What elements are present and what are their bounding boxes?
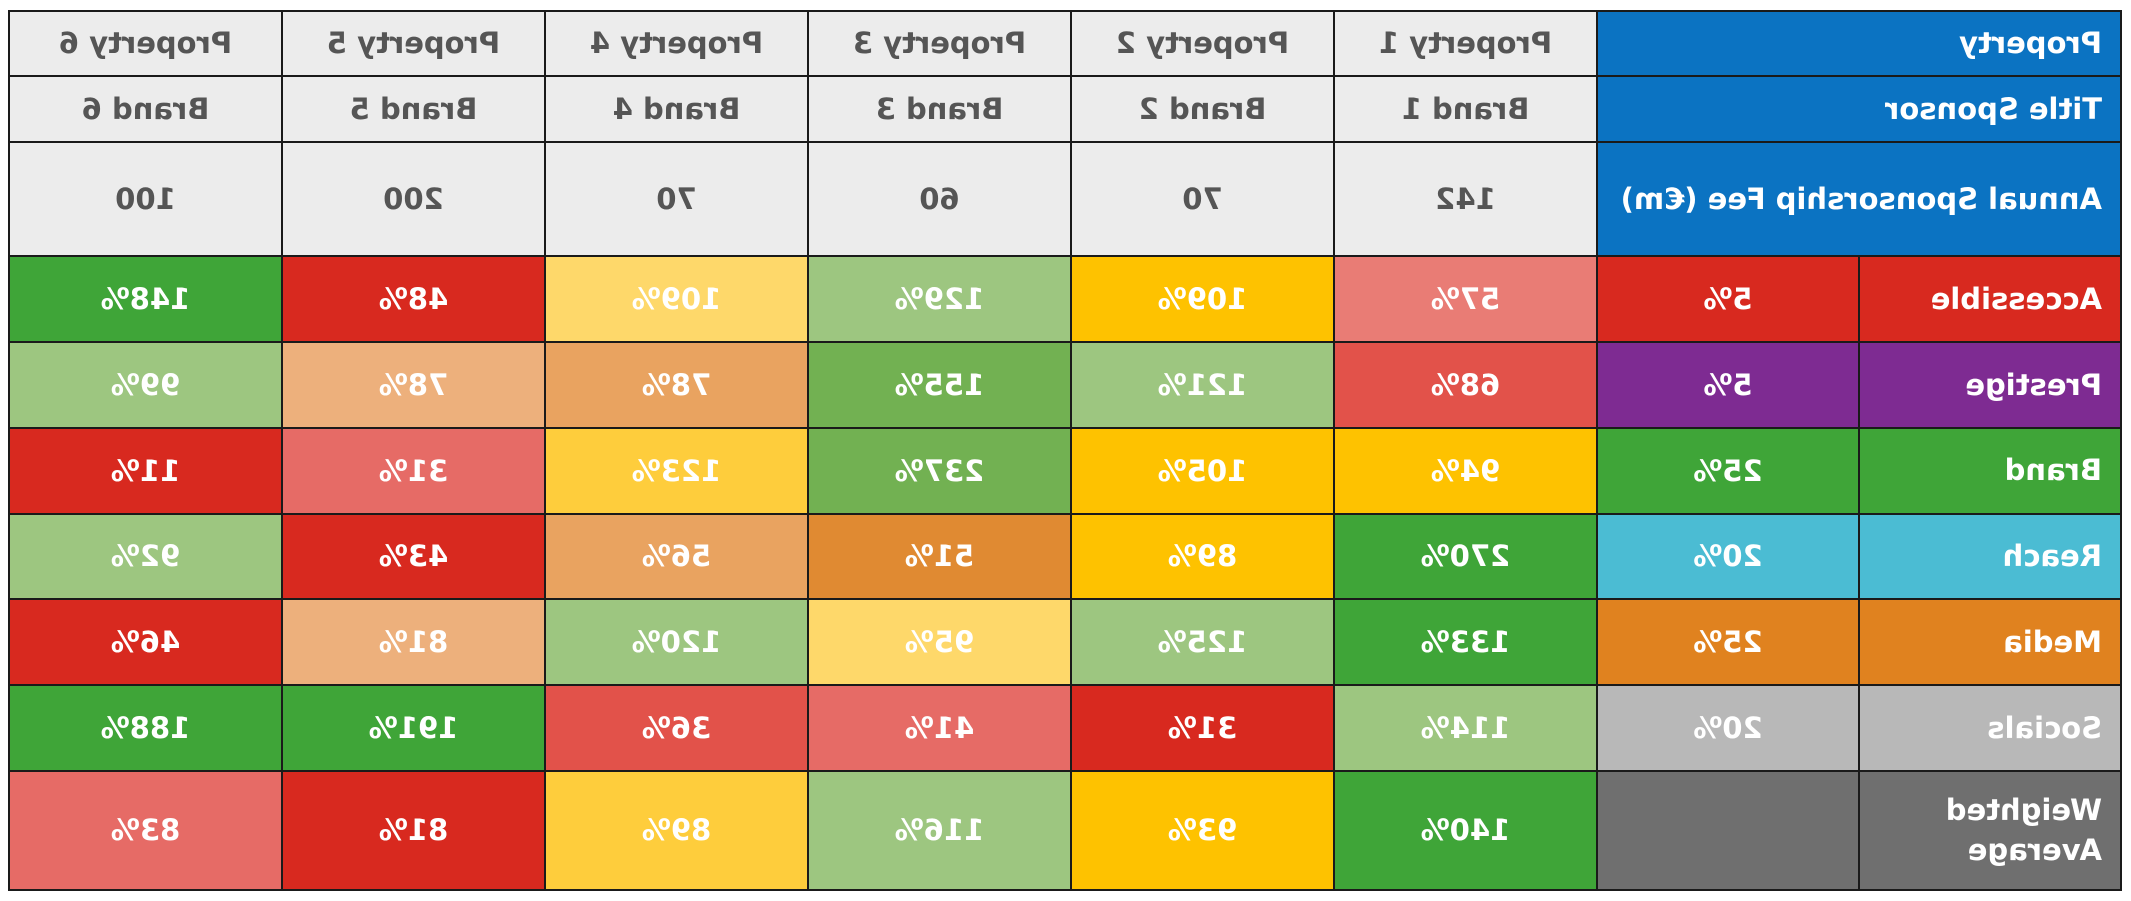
title-sponsor-row: Title Sponsor Brand 1 Brand 2 Brand 3 Br… bbox=[8, 75, 2121, 143]
score-cell: 133% bbox=[1333, 599, 1597, 686]
score-cell: 116% bbox=[807, 770, 1071, 890]
fee-value: 100 bbox=[8, 142, 282, 257]
score-cell: 68% bbox=[1333, 341, 1597, 428]
criterion-label: Socials bbox=[1859, 685, 2121, 771]
criterion-row: Media 25% 133% 125% 95% 120% 81% 46% bbox=[8, 599, 2121, 686]
score-cell: 120% bbox=[544, 599, 808, 686]
criterion-row: Reach 20% 270% 89% 51% 56% 43% 92% bbox=[8, 513, 2121, 600]
property-name: Property 6 bbox=[8, 11, 282, 76]
score-cell: 95% bbox=[807, 599, 1071, 686]
score-cell: 81% bbox=[281, 599, 545, 686]
score-cell: 92% bbox=[8, 513, 282, 600]
criterion-row: Accessible 5% 57% 109% 129% 109% 48% 148% bbox=[8, 256, 2121, 342]
fee-value: 70 bbox=[1070, 142, 1334, 257]
score-cell: 129% bbox=[807, 256, 1071, 342]
score-cell: 56% bbox=[544, 513, 808, 600]
score-cell: 125% bbox=[1070, 599, 1334, 686]
score-cell: 148% bbox=[8, 256, 282, 342]
score-cell: 94% bbox=[1333, 427, 1597, 514]
score-cell: 105% bbox=[1070, 427, 1334, 514]
score-cell: 121% bbox=[1070, 341, 1334, 428]
criterion-label: Accessible bbox=[1859, 256, 2121, 342]
property-name: Property 1 bbox=[1333, 11, 1597, 76]
fee-value: 70 bbox=[544, 142, 808, 257]
score-cell: 140% bbox=[1333, 770, 1597, 890]
criterion-label: Prestige bbox=[1859, 341, 2121, 428]
sponsor-name: Brand 2 bbox=[1070, 75, 1334, 143]
score-cell: 109% bbox=[1070, 256, 1334, 342]
criterion-weight: 25% bbox=[1596, 427, 1859, 514]
fee-value: 60 bbox=[807, 142, 1071, 257]
score-cell: 83% bbox=[8, 770, 282, 890]
score-cell: 31% bbox=[1070, 685, 1334, 771]
fee-value: 200 bbox=[281, 142, 545, 257]
criterion-weight: 20% bbox=[1596, 513, 1859, 600]
sponsorship-scoring-table: Property Property 1 Property 2 Property … bbox=[8, 10, 2122, 891]
fee-value: 142 bbox=[1333, 142, 1597, 257]
score-cell: 155% bbox=[807, 341, 1071, 428]
property-name: Property 3 bbox=[807, 11, 1071, 76]
criterion-weight: 5% bbox=[1596, 341, 1859, 428]
fee-header-label: Annual Sponsorship Fee (€m) bbox=[1596, 142, 2121, 257]
score-cell: 78% bbox=[544, 341, 808, 428]
property-name: Property 2 bbox=[1070, 11, 1334, 76]
score-cell: 78% bbox=[281, 341, 545, 428]
property-header-label: Property bbox=[1596, 11, 2121, 76]
score-cell: 114% bbox=[1333, 685, 1597, 771]
fee-row: Annual Sponsorship Fee (€m) 142 70 60 70… bbox=[8, 142, 2121, 257]
criterion-weight: 5% bbox=[1596, 256, 1859, 342]
score-cell: 43% bbox=[281, 513, 545, 600]
score-cell: 188% bbox=[8, 685, 282, 771]
property-row: Property Property 1 Property 2 Property … bbox=[8, 11, 2121, 76]
score-cell: 89% bbox=[1070, 513, 1334, 600]
sponsor-name: Brand 5 bbox=[281, 75, 545, 143]
score-cell: 89% bbox=[544, 770, 808, 890]
title-sponsor-header-label: Title Sponsor bbox=[1596, 75, 2121, 143]
score-cell: 57% bbox=[1333, 256, 1597, 342]
score-cell: 109% bbox=[544, 256, 808, 342]
score-cell: 81% bbox=[281, 770, 545, 890]
criterion-row: Brand 25% 94% 105% 237% 123% 31% 11% bbox=[8, 427, 2121, 514]
criterion-label: Brand bbox=[1859, 427, 2121, 514]
score-cell: 51% bbox=[807, 513, 1071, 600]
sponsor-name: Brand 6 bbox=[8, 75, 282, 143]
score-cell: 31% bbox=[281, 427, 545, 514]
criterion-row: Socials 20% 114% 31% 41% 36% 191% 188% bbox=[8, 685, 2121, 771]
sponsor-name: Brand 1 bbox=[1333, 75, 1597, 143]
criterion-weight: 25% bbox=[1596, 599, 1859, 686]
criterion-row: Weighted Average 140% 93% 116% 89% 81% 83% bbox=[8, 770, 2121, 890]
score-cell: 93% bbox=[1070, 770, 1334, 890]
criterion-weight: 20% bbox=[1596, 685, 1859, 771]
score-cell: 48% bbox=[281, 256, 545, 342]
score-cell: 11% bbox=[8, 427, 282, 514]
criterion-weight bbox=[1596, 770, 1859, 890]
property-name: Property 5 bbox=[281, 11, 545, 76]
score-cell: 99% bbox=[8, 341, 282, 428]
sponsor-name: Brand 4 bbox=[544, 75, 808, 143]
property-name: Property 4 bbox=[544, 11, 808, 76]
score-cell: 270% bbox=[1333, 513, 1597, 600]
criterion-label: Reach bbox=[1859, 513, 2121, 600]
score-cell: 41% bbox=[807, 685, 1071, 771]
score-cell: 237% bbox=[807, 427, 1071, 514]
criterion-label: Weighted Average bbox=[1859, 770, 2121, 890]
sponsor-name: Brand 3 bbox=[807, 75, 1071, 143]
score-cell: 191% bbox=[281, 685, 545, 771]
score-cell: 36% bbox=[544, 685, 808, 771]
score-cell: 123% bbox=[544, 427, 808, 514]
criterion-label: Media bbox=[1859, 599, 2121, 686]
score-cell: 46% bbox=[8, 599, 282, 686]
criterion-row: Prestige 5% 68% 121% 155% 78% 78% 99% bbox=[8, 341, 2121, 428]
